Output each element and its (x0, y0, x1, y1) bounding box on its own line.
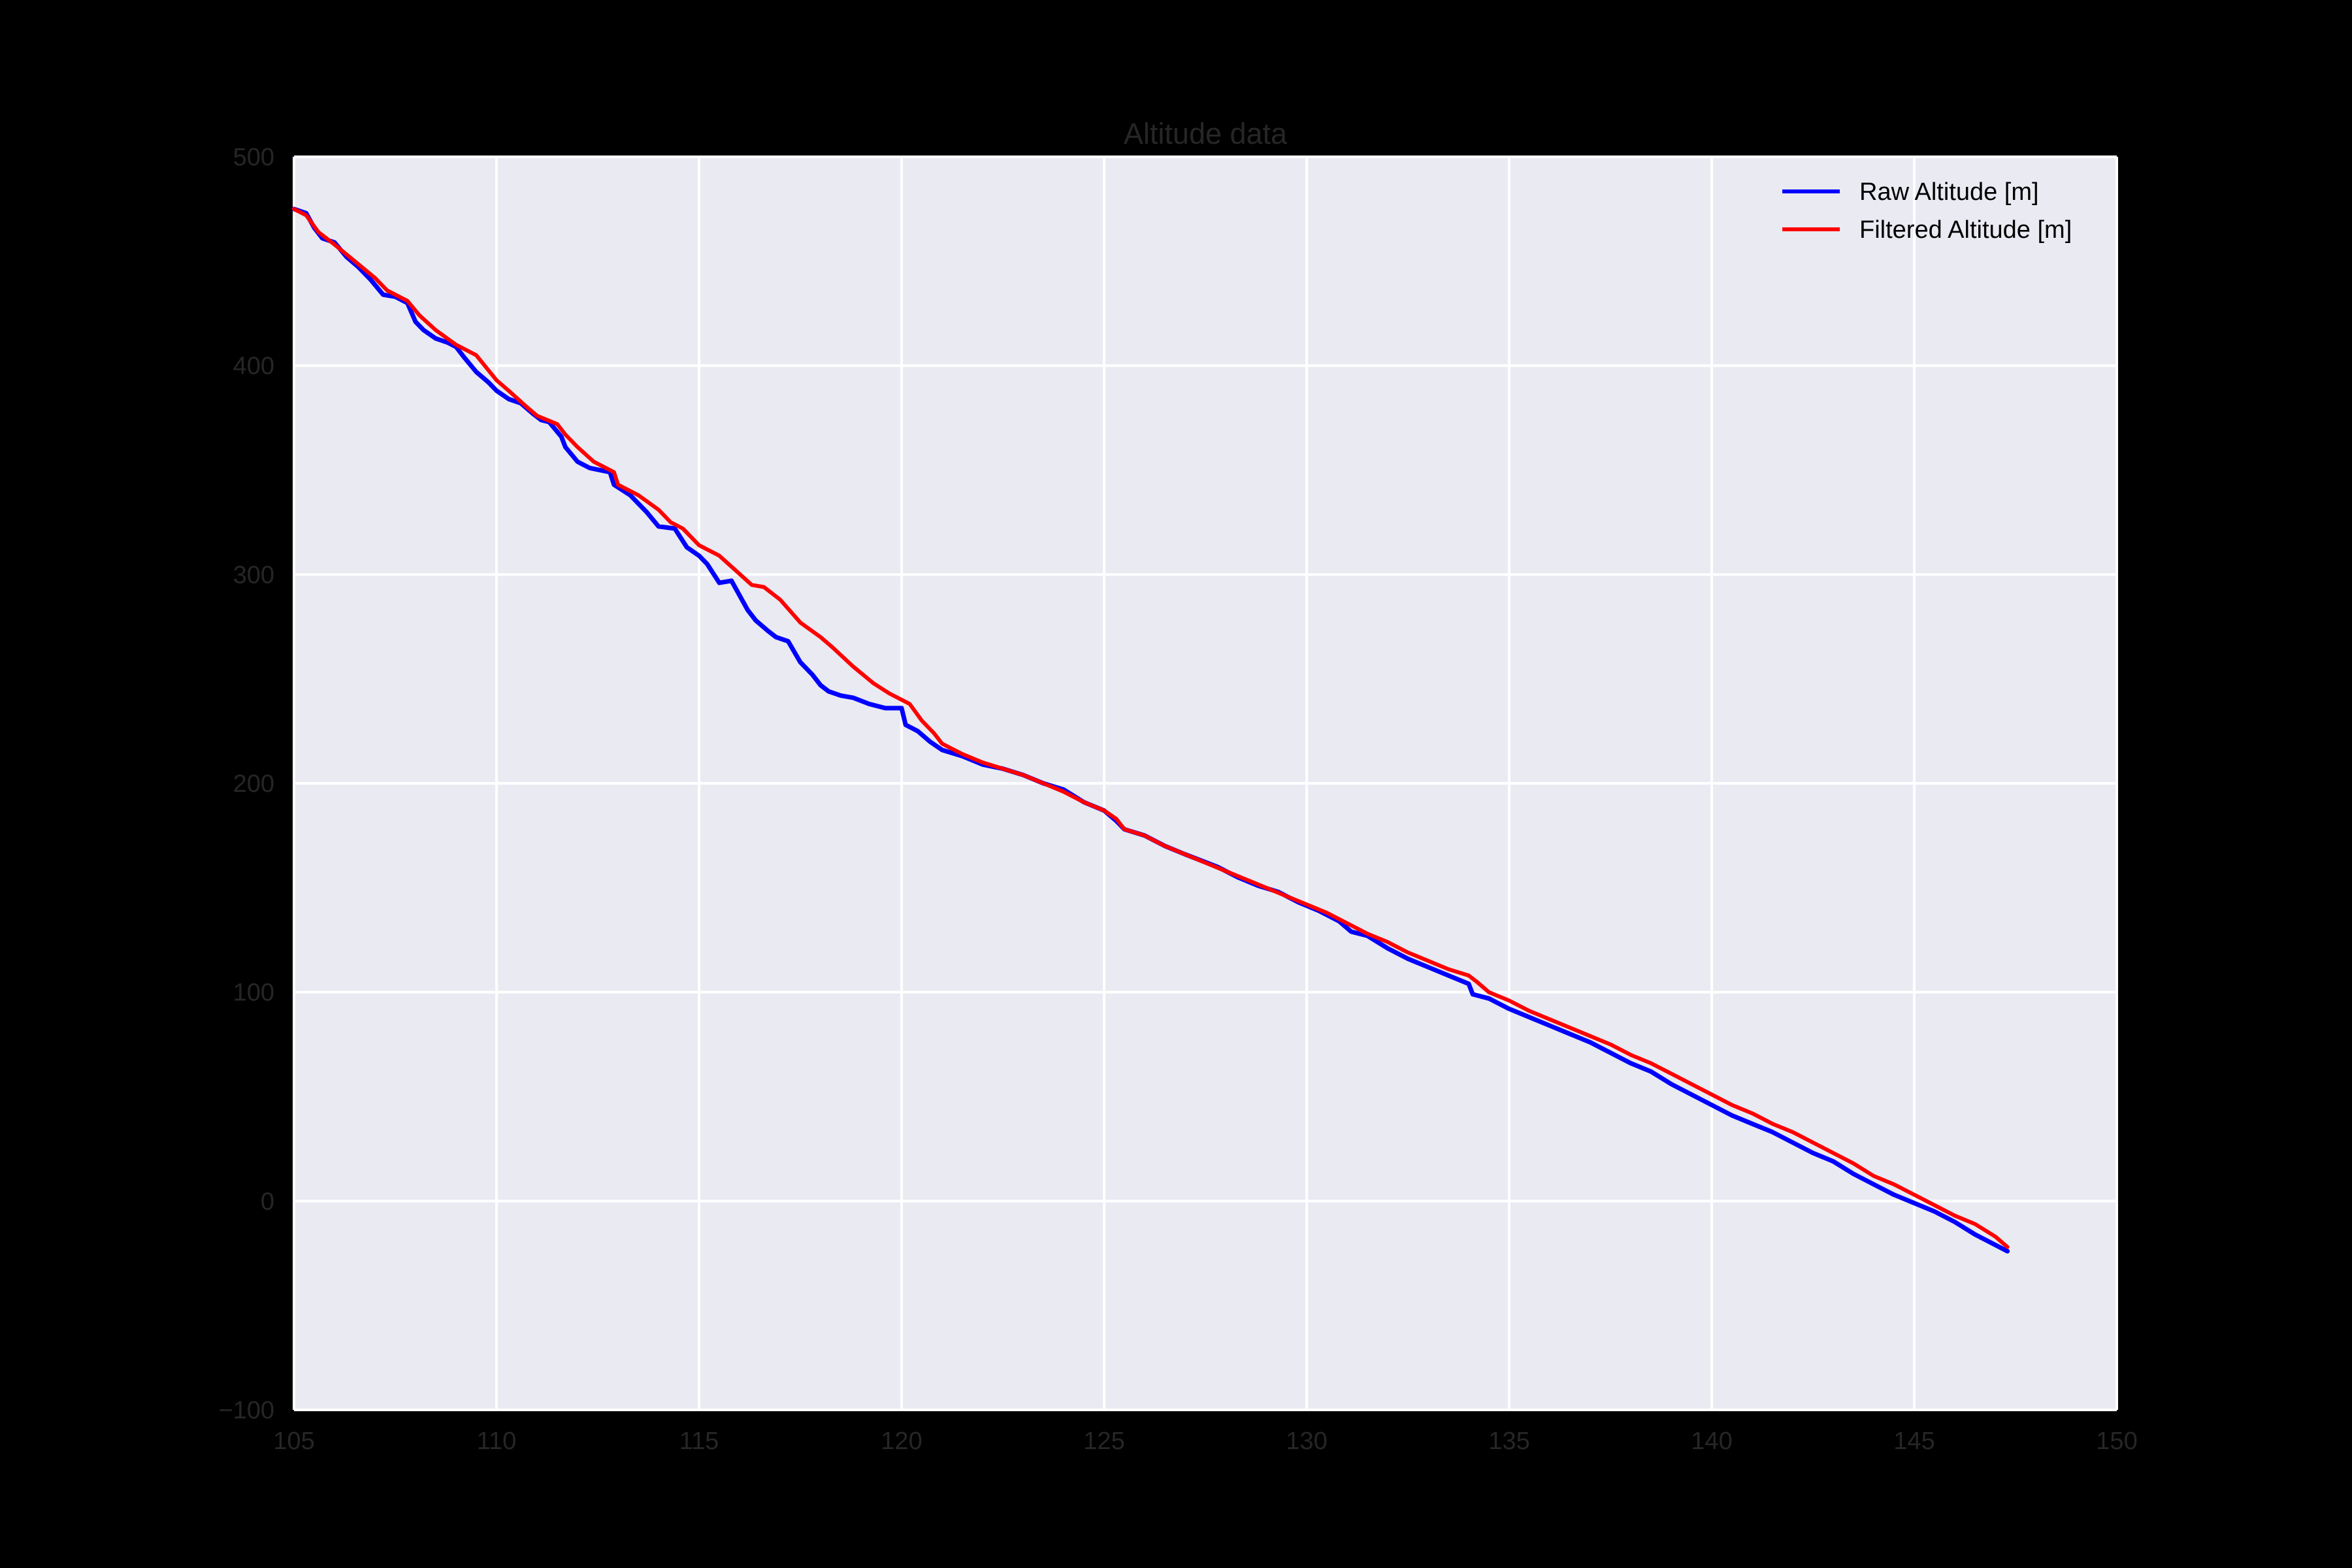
x-tick-label: 145 (1893, 1428, 1935, 1455)
y-tick-label: 400 (233, 353, 274, 380)
x-tick-label: 110 (477, 1428, 517, 1455)
legend-label: Raw Altitude [m] (1859, 178, 2039, 206)
y-tick-label: 200 (233, 770, 274, 798)
data-series (291, 206, 2010, 1254)
y-tick-label: 100 (233, 979, 274, 1007)
y-tick-label: 300 (233, 561, 274, 589)
x-tick-label: 140 (1691, 1428, 1732, 1455)
y-tick-label: −100 (218, 1397, 274, 1424)
chart-title: Altitude data (1124, 117, 1288, 150)
axis-ticks: 105 110 115 120 125 130 135 140 145 150 −100 0 100 20… (218, 144, 2137, 1455)
legend: Raw Altitude [m] Filtered Altitude [m] (1782, 178, 2072, 244)
legend-label: Filtered Altitude [m] (1859, 216, 2072, 244)
y-tick-label: 0 (261, 1188, 274, 1215)
x-tick-label: 135 (1488, 1428, 1529, 1455)
grid-lines (293, 155, 2118, 1411)
x-tick-label: 105 (273, 1428, 314, 1455)
raw-altitude-line (291, 206, 2010, 1254)
x-tick-label: 130 (1286, 1428, 1327, 1455)
x-tick-label: 125 (1083, 1428, 1124, 1455)
y-tick-label: 500 (233, 144, 274, 171)
x-tick-label: 120 (881, 1428, 922, 1455)
filtered-altitude-line (292, 206, 2010, 1249)
x-tick-label: 115 (679, 1428, 719, 1455)
x-tick-label: 150 (2096, 1428, 2137, 1455)
